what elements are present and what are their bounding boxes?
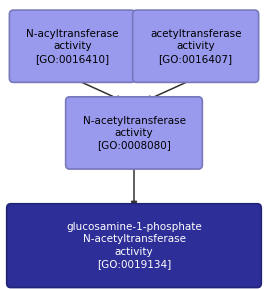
FancyBboxPatch shape: [9, 10, 135, 82]
Text: glucosamine-1-phosphate
N-acetyltransferase
activity
[GO:0019134]: glucosamine-1-phosphate N-acetyltransfer…: [66, 222, 202, 269]
FancyBboxPatch shape: [133, 10, 259, 82]
Text: acetyltransferase
activity
[GO:0016407]: acetyltransferase activity [GO:0016407]: [150, 29, 241, 64]
Text: N-acyltransferase
activity
[GO:0016410]: N-acyltransferase activity [GO:0016410]: [26, 29, 119, 64]
FancyBboxPatch shape: [7, 204, 261, 288]
FancyBboxPatch shape: [66, 97, 202, 169]
Text: N-acetyltransferase
activity
[GO:0008080]: N-acetyltransferase activity [GO:0008080…: [83, 116, 185, 150]
